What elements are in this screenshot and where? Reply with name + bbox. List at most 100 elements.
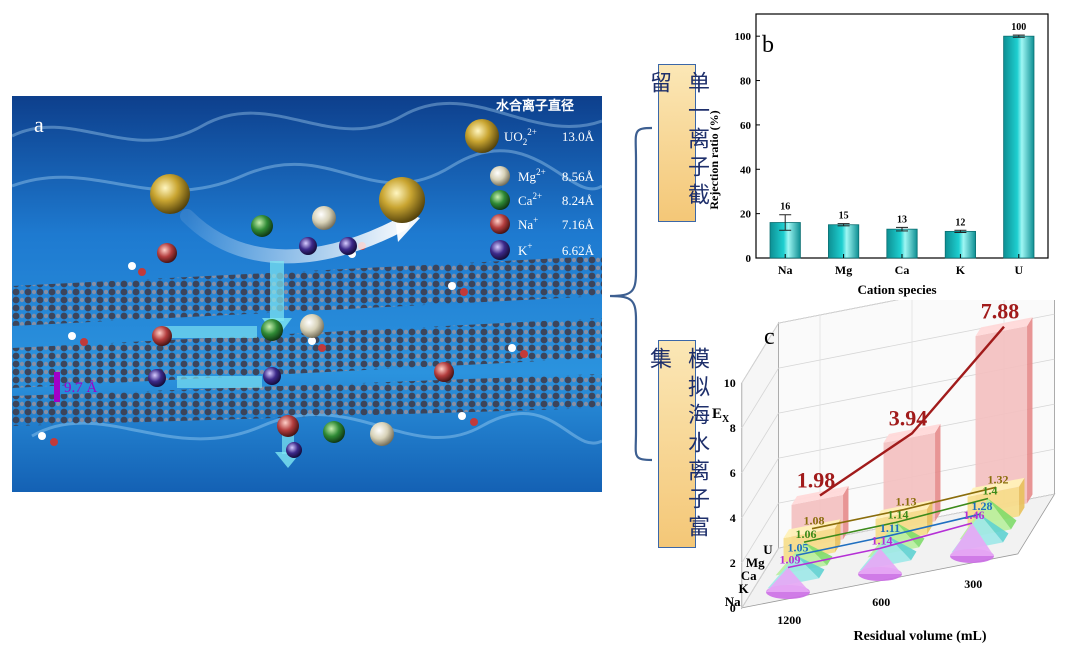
chart-c-gridline bbox=[741, 367, 779, 429]
chart-c-data-label: 1.11 bbox=[880, 521, 900, 535]
chart-c-gridline bbox=[741, 412, 779, 474]
chart-c-zlabel: EX bbox=[712, 406, 730, 425]
chart-b-ticks: 0 20 40 60 80 100 Na Mg Ca K U bbox=[735, 31, 1024, 277]
chart-b-bars: 16 15 13 12 100 bbox=[769, 22, 1035, 259]
chart-c-data-label: 1.09 bbox=[780, 552, 801, 566]
chart-b-data-label: 13 bbox=[897, 214, 907, 225]
chart-c-gridline bbox=[741, 457, 779, 519]
panel-b-letter: b bbox=[762, 32, 774, 58]
membrane-sheet-bottom bbox=[12, 374, 602, 426]
chart-c-gridline bbox=[741, 502, 779, 564]
chart-c-data-label: 1.32 bbox=[988, 472, 1009, 486]
chart-c-series-line bbox=[787, 522, 973, 569]
interlayer-arrow-left bbox=[162, 326, 257, 338]
chart-c-data-label: 3.94 bbox=[889, 405, 928, 430]
chart-c-gridline bbox=[778, 300, 899, 324]
chart-c-ytick-label: U bbox=[763, 542, 773, 557]
chart-b-xtick-label: Mg bbox=[835, 263, 852, 277]
ion-legend-label: Ca2+ bbox=[518, 191, 542, 208]
ion-legend-label: K+ bbox=[518, 241, 532, 258]
chart-c-xtick-label: 1200 bbox=[777, 613, 801, 627]
chart-c-bar-top bbox=[783, 519, 841, 539]
chart-c-marks: 1.983.947.881.081.131.321.061.141.41.051… bbox=[766, 300, 1033, 599]
chart-c-pyramid-side bbox=[888, 536, 917, 561]
chart-c-data-label: 1.46 bbox=[964, 508, 985, 522]
ion-legend-size: 8.56Å bbox=[562, 169, 595, 184]
chart-b-xtick-label: K bbox=[956, 263, 966, 277]
chart-c-series-line bbox=[811, 486, 997, 530]
chart-b-data-label: 16 bbox=[780, 202, 790, 213]
chart-c-bar-side bbox=[835, 519, 841, 553]
banner-top-text: 单一离子截留 bbox=[646, 71, 709, 211]
chart-c-data-label: 1.4 bbox=[983, 484, 998, 498]
chart-c-xlabel: Residual volume (mL) bbox=[854, 629, 987, 644]
ion-legend-title: 水合离子直径 bbox=[496, 98, 574, 114]
connector-bracket bbox=[609, 126, 653, 462]
chart-c-gridline bbox=[741, 322, 779, 384]
ion-legend-size: 8.24Å bbox=[562, 193, 595, 208]
ion-legend-size: 13.0Å bbox=[562, 129, 595, 144]
chart-b-data-label: 15 bbox=[839, 211, 849, 222]
chart-b-bar bbox=[886, 228, 918, 259]
chart-c-bar-side bbox=[843, 485, 849, 540]
interlayer-arrow-right bbox=[177, 376, 262, 388]
chart-b-bar bbox=[769, 222, 801, 259]
chart-c-bar-top bbox=[975, 317, 1033, 337]
chart-c-data-label: 1.05 bbox=[788, 540, 809, 554]
chart-c-series-line bbox=[819, 325, 1005, 497]
panel-c-letter: c bbox=[764, 324, 775, 350]
chart-c-data-label: 1.14 bbox=[888, 507, 909, 521]
chart-c-xtick-label: 300 bbox=[964, 577, 982, 591]
chart-c-data-label: 1.08 bbox=[804, 514, 825, 528]
chart-b-xlabel: Cation species bbox=[857, 282, 936, 297]
chart-c-cone bbox=[766, 567, 810, 592]
chart-c-cone bbox=[858, 548, 902, 574]
interlayer-spacing-label: 9.7 Å bbox=[64, 380, 98, 396]
ion-legend-label: UO22+ bbox=[504, 127, 537, 147]
permeation-arrow bbox=[270, 261, 284, 321]
chart-c-ztick-label: 4 bbox=[730, 511, 736, 525]
ion-legend-swatch bbox=[490, 166, 510, 186]
banner-single-ion-rejection: 单一离子截留 bbox=[646, 64, 709, 222]
chart-c-bar-side bbox=[1027, 317, 1033, 504]
chart-b-xtick-label: Ca bbox=[895, 263, 910, 277]
chart-c-ztick-label: 10 bbox=[724, 376, 736, 390]
chart-c-series-line bbox=[795, 513, 981, 557]
chart-c-ytick-label: Na bbox=[725, 594, 741, 609]
chart-c-pyramid-side bbox=[796, 555, 825, 579]
interlayer-spacing-bar bbox=[54, 372, 60, 402]
chart-c-bar bbox=[975, 326, 1028, 514]
chart-c-data-label: 1.98 bbox=[797, 467, 836, 492]
chart-b-data-label: 100 bbox=[1011, 22, 1026, 33]
membrane-illustration: 9.7 Å a 水合离子直径 UO22+ 13.0Å Mg2+ 8.56Å Ca2+ 8.… bbox=[12, 96, 602, 492]
chart-c-pyramid-side bbox=[896, 522, 925, 548]
chart-c-ztick-label: 2 bbox=[730, 556, 736, 570]
chart-b-ytick-label: 20 bbox=[740, 209, 752, 221]
membrane-scene: 9.7 Å a 水合离子直径 UO22+ 13.0Å Mg2+ 8.56Å Ca2+ 8.… bbox=[12, 96, 602, 492]
chart-c-data-label: 1.28 bbox=[972, 499, 993, 513]
chart-c-data-label: 1.14 bbox=[872, 533, 893, 547]
ion-legend: UO22+ 13.0Å Mg2+ 8.56Å Ca2+ 8.24Å Na+ 7.16Å K+ 6.… bbox=[465, 119, 595, 260]
rejection-bar-chart: 16 15 13 12 100 0 20 40 60 80 100 Na Mg Ca K U b Rejec… bbox=[707, 13, 1049, 297]
chart-b-ytick-label: 100 bbox=[735, 31, 752, 43]
chart-b-data-label: 12 bbox=[955, 217, 965, 228]
chart-c-gridline bbox=[741, 547, 779, 609]
chart-b-bar bbox=[1003, 35, 1035, 259]
chart-c-bar-side bbox=[935, 423, 941, 522]
chart-b-bar bbox=[944, 230, 976, 259]
chart-c-cone bbox=[950, 523, 994, 556]
ion-legend-size: 6.62Å bbox=[562, 243, 595, 258]
water-caustics bbox=[12, 101, 602, 445]
chart-c-pyramid-side bbox=[980, 514, 1009, 543]
chart-c-pyramid-side bbox=[988, 498, 1017, 530]
chart-c-data-label: 7.88 bbox=[981, 300, 1020, 324]
panel-a-letter: a bbox=[34, 112, 44, 137]
chart-b-xtick-label: U bbox=[1014, 263, 1023, 277]
ion-legend-label: Mg2+ bbox=[518, 167, 546, 184]
chart-c-xtick-label: 600 bbox=[872, 595, 890, 609]
scene-ions bbox=[148, 174, 454, 458]
ion-legend-swatch bbox=[490, 190, 510, 210]
chart-b-xtick-label: Na bbox=[778, 263, 793, 277]
chart-c-ztick-label: 8 bbox=[730, 421, 736, 435]
banner-seawater-enrichment: 模拟海水离子富集 bbox=[646, 340, 709, 548]
